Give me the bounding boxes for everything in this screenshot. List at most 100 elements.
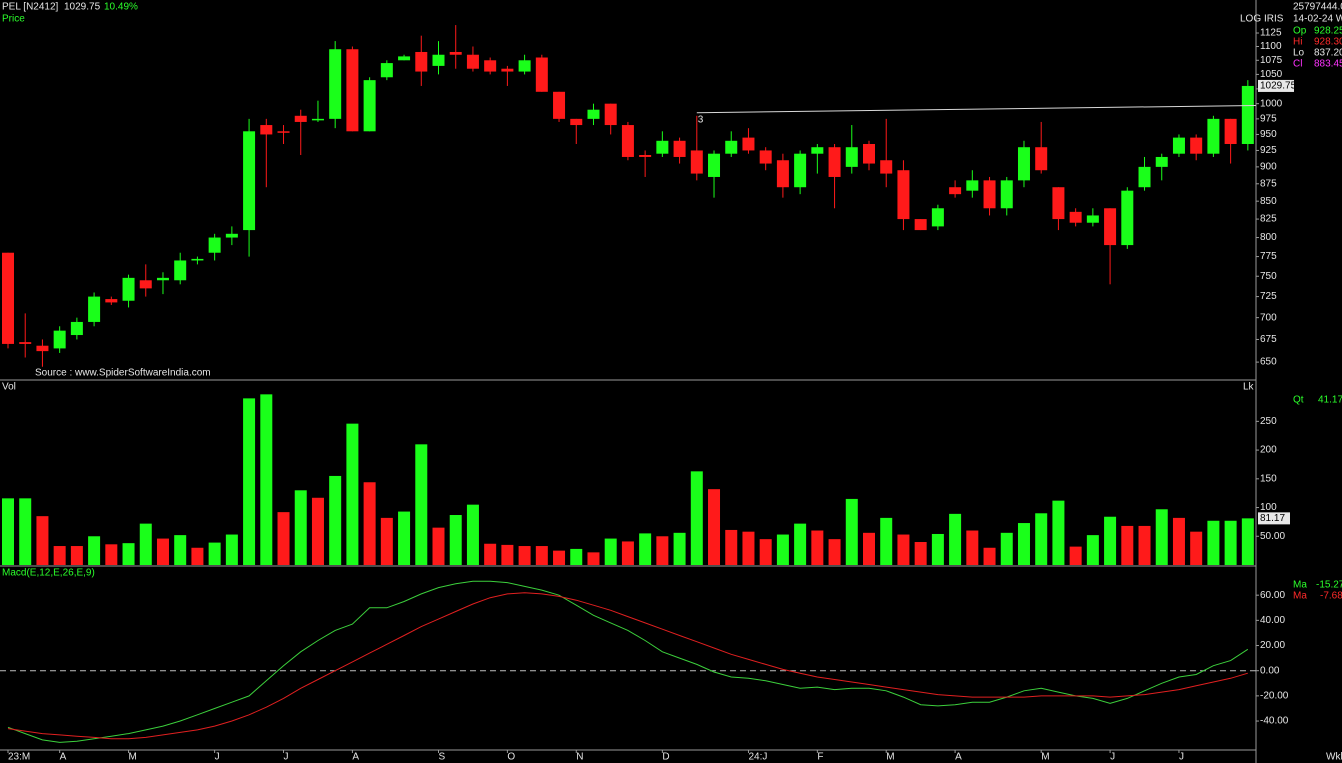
x-tick-label: J	[215, 752, 220, 763]
volume-bar	[708, 489, 721, 565]
candle-body	[725, 140, 738, 154]
x-tick-label: M	[1041, 752, 1049, 763]
candle-body	[398, 56, 411, 61]
ohlc-label: Op	[1293, 26, 1307, 37]
candle-body	[432, 54, 445, 66]
candle-body	[845, 147, 858, 167]
volume-bar	[1224, 520, 1237, 565]
y-tick-label: 750	[1260, 271, 1277, 282]
y-tick-label: 1125	[1260, 28, 1282, 39]
volume-bar	[174, 535, 187, 565]
volume-bar	[656, 536, 669, 565]
candle-body	[294, 115, 307, 122]
volume-bar	[604, 538, 617, 565]
candle-body	[1052, 187, 1065, 220]
x-tick-label: O	[507, 752, 515, 763]
volume-bar	[983, 547, 996, 565]
change: 10.49%	[104, 2, 138, 13]
candle-body	[1069, 211, 1082, 223]
candle-body	[1121, 190, 1134, 246]
candle-body	[70, 321, 83, 336]
volume-bar	[19, 498, 32, 565]
indicator: IRIS	[1264, 14, 1284, 25]
volume-bar	[1069, 546, 1082, 565]
last-price-box	[1258, 79, 1294, 92]
candle-body	[656, 140, 669, 154]
candle-body	[156, 277, 169, 281]
volume-bar	[208, 542, 221, 565]
candle-body	[329, 49, 342, 119]
y-tick-label: 60.00	[1260, 590, 1285, 601]
y-tick-label: 1075	[1260, 55, 1283, 66]
candle-body	[863, 143, 875, 164]
y-tick-label: 100	[1260, 502, 1277, 513]
volume-bar	[1086, 535, 1099, 565]
candle-body	[690, 150, 703, 174]
candle-body	[708, 153, 721, 177]
ohlc-label: Cl	[1293, 59, 1302, 70]
candle-body	[501, 68, 514, 72]
volume-bar	[1000, 532, 1013, 565]
volume-bar	[794, 523, 807, 565]
candle-body	[1138, 166, 1151, 188]
ohlc-value: 837.20	[1314, 48, 1342, 59]
volume-bar	[1172, 517, 1185, 565]
macd-line	[7, 592, 1248, 740]
candle-body	[122, 277, 135, 301]
candle-body	[243, 131, 256, 231]
y-tick-label: 675	[1260, 334, 1277, 345]
volume-bar	[2, 498, 14, 565]
last-price-label: 1029.75	[1260, 81, 1297, 92]
scale-mode: LOG	[1240, 14, 1261, 25]
volume-bar	[587, 552, 600, 565]
y-tick-label: 975	[1260, 114, 1277, 125]
x-tick-label: F	[817, 752, 823, 763]
volume-bar	[1104, 516, 1117, 565]
y-tick-label: 1000	[1260, 98, 1283, 109]
x-tick-label: N	[576, 752, 583, 763]
volume-bar	[759, 539, 772, 565]
y-tick-label: 40.00	[1260, 615, 1285, 626]
volume-bar	[36, 516, 49, 565]
volume-bar	[277, 512, 290, 565]
candle-body	[346, 49, 359, 132]
x-tick-label: A	[955, 752, 962, 763]
volume-bar	[518, 546, 531, 565]
candle-body	[949, 187, 962, 195]
volume-bar	[1241, 518, 1254, 565]
unit: Lk	[1243, 382, 1255, 393]
y-tick-label: 650	[1260, 357, 1277, 368]
candle-body	[983, 180, 996, 209]
candle-body	[794, 153, 807, 188]
x-tick-label: A	[352, 752, 359, 763]
candle-body	[1086, 215, 1099, 223]
candle-body	[2, 252, 14, 344]
candle-body	[1172, 137, 1185, 154]
volume-bar	[122, 543, 135, 565]
x-tick-label: S	[439, 752, 446, 763]
last-volume-label: 81.17	[1260, 513, 1285, 524]
volume-bar	[329, 475, 342, 565]
ohlc-value: 883.45	[1314, 59, 1342, 70]
volume-bar	[1138, 525, 1151, 565]
volume-bar	[294, 490, 307, 565]
volume-bar	[105, 544, 118, 565]
candle-body	[53, 330, 66, 349]
candle-body	[36, 345, 49, 352]
candle-body	[1241, 85, 1254, 144]
volume-bar	[484, 543, 497, 565]
volume-bar	[88, 536, 101, 565]
volume-bar	[742, 531, 755, 565]
candle-body	[897, 170, 910, 220]
ohlc-label: Hi	[1293, 37, 1302, 48]
candle-body	[105, 299, 118, 303]
volume-bar	[1052, 500, 1065, 565]
candle-body	[277, 131, 290, 133]
volume-bar	[70, 546, 83, 565]
x-tick-label: J	[1110, 752, 1115, 763]
volume-bar	[690, 471, 703, 565]
volume-bar	[466, 504, 479, 565]
y-tick-label: 1050	[1260, 69, 1283, 80]
volume-bar	[1035, 513, 1048, 565]
